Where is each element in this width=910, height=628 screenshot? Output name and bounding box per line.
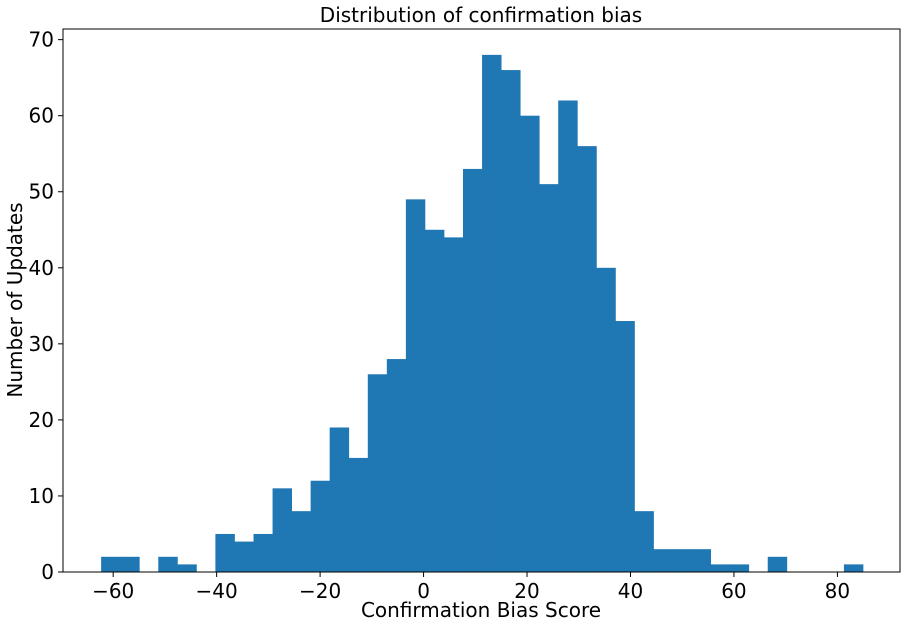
x-tick-label: 40 xyxy=(618,579,643,603)
x-tick-label: −60 xyxy=(92,579,134,603)
y-tick-label: 30 xyxy=(29,332,54,356)
x-tick-label: 80 xyxy=(825,579,850,603)
x-tick-label: 0 xyxy=(417,579,430,603)
y-tick-label: 10 xyxy=(29,484,54,508)
histogram-bar xyxy=(767,556,788,572)
histogram-bar xyxy=(177,564,197,572)
histogram-bar xyxy=(596,267,616,572)
histogram-bar xyxy=(634,511,654,572)
histogram-bar xyxy=(501,70,521,572)
histogram-bar xyxy=(367,374,388,572)
x-tick-label: −40 xyxy=(196,579,238,603)
bars-group xyxy=(101,54,864,573)
y-axis-label: Number of Updates xyxy=(3,202,27,397)
y-axis-ticks: 0 10 20 30 40 50 60 70 xyxy=(29,28,63,584)
histogram-bar xyxy=(577,146,597,572)
y-tick-label: 50 xyxy=(29,180,54,204)
histogram-bar xyxy=(120,556,140,572)
histogram-bar xyxy=(462,168,483,572)
chart-title: Distribution of confirmation bias xyxy=(320,3,642,27)
histogram-bar xyxy=(291,511,312,572)
histogram-bar xyxy=(443,237,464,572)
histogram-bar xyxy=(539,184,559,572)
histogram-bar xyxy=(329,427,350,572)
histogram-bar xyxy=(158,556,178,572)
plot-frame xyxy=(62,28,901,573)
histogram-bar xyxy=(348,457,369,572)
histogram-bar xyxy=(405,199,426,572)
histogram-bar xyxy=(234,541,254,572)
histogram-bar xyxy=(272,488,292,572)
y-tick-label: 0 xyxy=(41,560,54,584)
y-tick-label: 60 xyxy=(29,104,54,128)
histogram-bar xyxy=(253,533,273,572)
histogram-bar xyxy=(482,54,502,573)
histogram-bar xyxy=(691,549,712,572)
y-tick-label: 70 xyxy=(29,28,54,52)
histogram-bar xyxy=(729,564,750,572)
histogram-bar xyxy=(310,480,331,572)
histogram-bar xyxy=(215,533,235,572)
histogram-bar xyxy=(615,321,635,572)
histogram-bar xyxy=(558,100,578,573)
y-tick-label: 40 xyxy=(29,256,54,280)
histogram-bar xyxy=(520,115,540,572)
histogram-bar xyxy=(672,549,692,572)
histogram-bar xyxy=(424,229,445,572)
histogram-bar xyxy=(386,359,407,572)
x-tick-label: 60 xyxy=(721,579,746,603)
histogram-bar xyxy=(101,556,121,572)
x-tick-label: 20 xyxy=(514,579,539,603)
y-tick-label: 20 xyxy=(29,408,54,432)
histogram-bar xyxy=(843,564,864,572)
x-axis-ticks: −60 −40 −20 0 20 40 60 80 xyxy=(92,572,850,603)
histogram-bar xyxy=(653,549,673,572)
x-tick-label: −20 xyxy=(299,579,341,603)
x-axis-label: Confirmation Bias Score xyxy=(361,598,601,622)
histogram-bar xyxy=(710,564,731,572)
